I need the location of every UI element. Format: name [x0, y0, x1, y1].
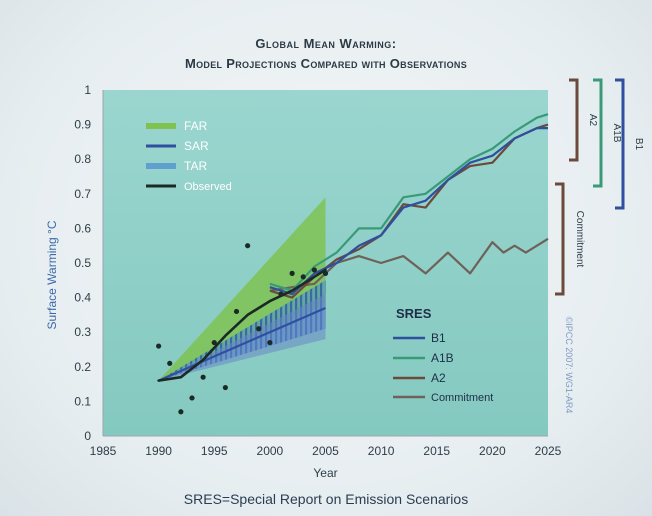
- observation-point: [278, 291, 284, 297]
- x-tick-label: 2010: [368, 444, 395, 458]
- a1b-line: [269, 113, 549, 292]
- sar-mean-line: [158, 306, 326, 382]
- observation-point: [178, 409, 184, 415]
- y-tick-label: 0.8: [74, 152, 91, 166]
- legend-label-tar: TAR: [184, 159, 207, 173]
- b1-line: [269, 127, 548, 296]
- observation-point: [189, 395, 195, 401]
- observation-point: [156, 343, 162, 349]
- x-tick-label: 2020: [479, 444, 506, 458]
- legend-label-observed: Observed: [184, 181, 232, 193]
- observation-point: [300, 274, 306, 280]
- observation-point: [200, 374, 206, 380]
- bracket-b1: [615, 78, 625, 210]
- bracket-label-a2: A2: [587, 114, 598, 127]
- y-tick-label: 0: [84, 429, 91, 443]
- y-tick-label: 0.2: [74, 360, 91, 374]
- sres-label-a2: A2: [431, 371, 446, 385]
- x-tick-label: 1990: [145, 444, 172, 458]
- y-tick-label: 0.9: [74, 118, 91, 132]
- y-tick-label: 0.4: [74, 291, 91, 305]
- sres-label-b1: B1: [431, 331, 446, 345]
- bracket-label-a1b: A1B: [611, 124, 622, 143]
- observation-point: [267, 339, 273, 346]
- far-band: [158, 197, 326, 381]
- legend-label-sar: SAR: [184, 139, 209, 153]
- observation-point: [289, 270, 295, 276]
- y-tick-label: 0.6: [74, 221, 91, 235]
- x-axis-label: Year: [313, 466, 337, 480]
- footnote: SRES=Special Report on Emission Scenario…: [183, 491, 469, 507]
- observation-point: [322, 270, 329, 276]
- x-tick-label: 1985: [90, 444, 117, 458]
- sar-band: [158, 294, 326, 381]
- x-tick-label: 2015: [423, 444, 450, 458]
- bracket-a1b: [593, 78, 603, 188]
- sres-label-commitment: Commitment: [431, 392, 493, 404]
- y-tick-label: 0.5: [74, 256, 91, 270]
- observation-point: [311, 267, 317, 273]
- x-tick-label: 1995: [201, 444, 228, 458]
- y-axis-label: Surface Warming °C: [45, 220, 59, 329]
- sres-legend-title: SRES: [396, 306, 432, 321]
- y-tick-label: 0.1: [74, 394, 91, 408]
- observation-point: [211, 339, 217, 346]
- bracket-label-commitment: Commitment: [574, 211, 585, 268]
- observation-point: [245, 243, 251, 249]
- bracket-commitment: [555, 182, 565, 296]
- observed-line: [157, 268, 327, 382]
- legend-label-far: FAR: [184, 119, 208, 133]
- observation-point: [233, 308, 240, 315]
- x-tick-label: 2025: [535, 444, 562, 458]
- x-tick-label: 2000: [257, 444, 284, 458]
- observation-point: [167, 360, 173, 366]
- tar-band: [158, 280, 326, 381]
- chart-title-line1: Global Mean Warming:: [255, 36, 397, 51]
- bracket-a2: [569, 78, 579, 162]
- chart-title-line2: Model Projections Compared with Observat…: [185, 56, 467, 71]
- y-tick-label: 0.7: [74, 187, 91, 201]
- observation-point: [222, 384, 228, 391]
- bracket-label-b1: B1: [633, 138, 644, 151]
- y-tick-label: 1: [84, 83, 91, 97]
- y-tick-label: 0.3: [74, 325, 91, 339]
- observation-point: [256, 326, 262, 332]
- sres-label-a1b: A1B: [431, 351, 454, 365]
- credit-label: ©IPCC 2007: WG1-AR4: [564, 317, 574, 414]
- x-tick-label: 2005: [312, 444, 339, 458]
